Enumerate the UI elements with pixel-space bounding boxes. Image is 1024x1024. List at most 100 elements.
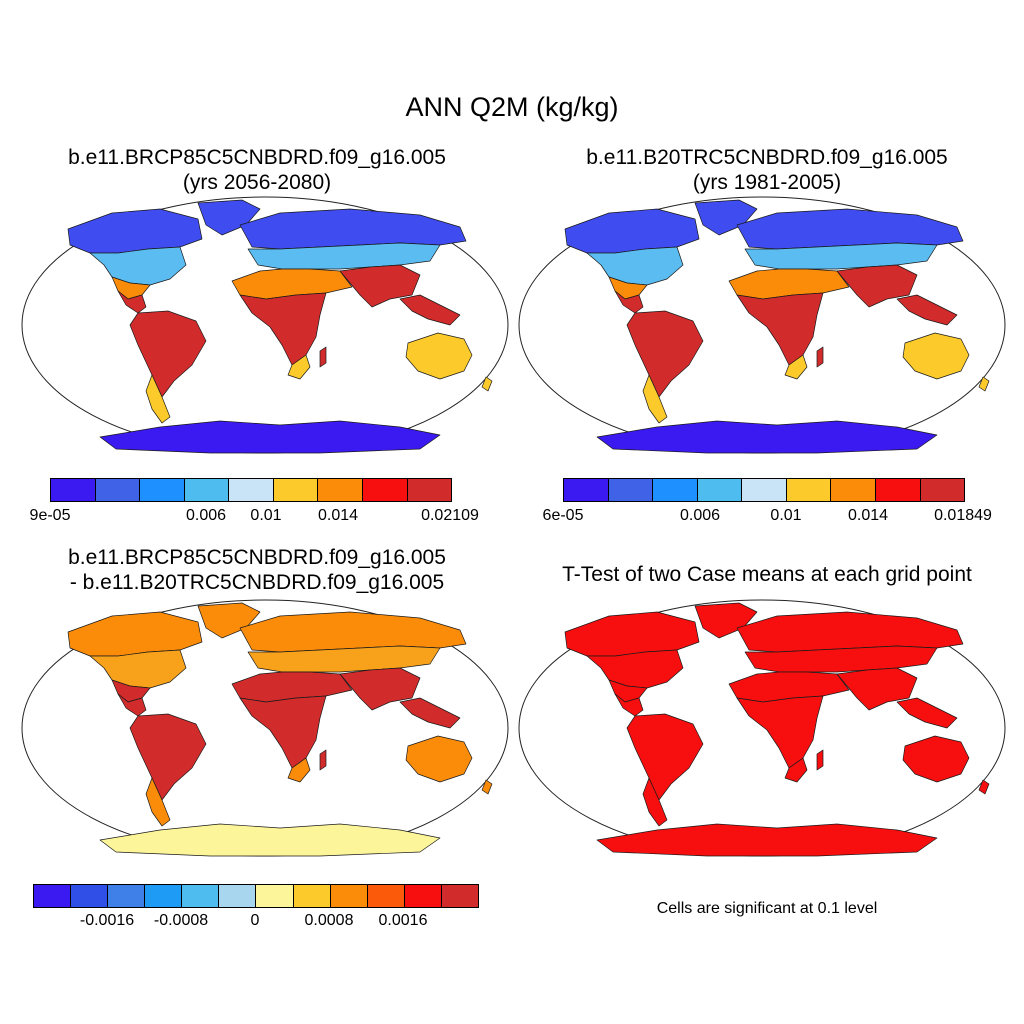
colorbar-box [367,885,405,907]
panel-2-title-line2: (yrs 1981-2005) [692,171,842,194]
colorbar-box [407,479,452,501]
africa-south-landmass [784,354,808,380]
colorbar-box [362,479,408,501]
colorbar-label: 0.01849 [934,507,992,524]
panel-4-title-line1: T-Test of two Case means at each grid po… [562,563,972,586]
colorbar-box [71,885,109,907]
panel-3-colorbar [33,884,479,908]
australia-landmass [405,735,473,783]
south-america-south-landmass [642,777,668,827]
colorbar-box [140,479,185,501]
south-america-landmass [129,310,207,398]
colorbar-box [219,885,257,907]
madagascar-landmass [816,749,824,771]
panel-2-colorbar [563,478,965,502]
panel-1-title-line1: b.e11.BRCP85C5CNBDRD.f09_g16.005 [68,146,446,169]
new-zealand-landmass [481,779,493,795]
colorbar-box [608,479,654,501]
panel-3-title: b.e11.BRCP85C5CNBDRD.f09_g16.005 - b.e11… [27,545,487,595]
central-america-landmass [117,693,147,717]
colorbar-box [182,885,220,907]
panel-1-title: b.e11.BRCP85C5CNBDRD.f09_g16.005 (yrs 20… [27,145,487,195]
colorbar-label: 0.01 [250,507,282,524]
south-america-south-landmass [642,374,668,424]
central-america-landmass [614,693,644,717]
north-america-north-landmass [67,208,203,254]
new-zealand-landmass [481,376,493,392]
colorbar-box [404,885,442,907]
colorbar-label: -0.0016 [79,912,135,929]
south-asia-landmass [339,264,421,308]
north-america-north-landmass [564,208,700,254]
panel-4-significance-note: Cells are significant at 0.1 level [656,900,878,917]
colorbar-box [184,479,230,501]
north-america-mid-landmass [586,649,684,689]
colorbar-box [51,479,96,501]
colorbar-label: 0.014 [847,507,889,524]
panel-4-title: T-Test of two Case means at each grid po… [537,562,997,587]
central-america-landmass [614,290,644,314]
colorbar-label: 0.014 [317,507,359,524]
colorbar-box [229,479,274,501]
colorbar-label: 0.01 [770,507,802,524]
colorbar-box [330,885,368,907]
colorbar-box [256,885,294,907]
colorbar-box [786,479,832,501]
panel-2-map [518,196,1006,454]
north-america-mid-landmass [89,246,187,286]
antarctica-landmass [596,823,938,857]
europe-asia-north-landmass [736,208,964,250]
colorbar-label: -0.0008 [153,912,209,929]
colorbar-box [831,479,876,501]
central-america-landmass [117,290,147,314]
africa-south-landmass [287,354,311,380]
southeast-asia-landmass [896,697,958,729]
colorbar-box [293,885,331,907]
south-america-landmass [129,713,207,801]
antarctica-landmass [596,420,938,454]
antarctica-landmass [99,823,441,857]
north-america-mid-landmass [586,246,684,286]
colorbar-label: 0 [250,912,260,929]
colorbar-box [697,479,743,501]
south-asia-landmass [836,667,918,711]
australia-landmass [405,332,473,380]
colorbar-box [95,479,141,501]
colorbar-box [145,885,183,907]
panel-4-map [518,599,1006,857]
colorbar-box [273,479,319,501]
north-america-mid-landmass [89,649,187,689]
colorbar-label: 0.0008 [304,912,354,929]
south-america-landmass [626,310,704,398]
panel-2-title-line1: b.e11.B20TRC5CNBDRD.f09_g16.005 [586,146,948,169]
colorbar-box [653,479,698,501]
colorbar-label: 0.006 [679,507,721,524]
colorbar-box [34,885,72,907]
africa-landmass [239,292,327,366]
australia-landmass [902,332,970,380]
south-america-landmass [626,713,704,801]
colorbar-label: 0.006 [185,507,227,524]
new-zealand-landmass [978,376,990,392]
africa-south-landmass [287,757,311,783]
colorbar-box [318,479,363,501]
colorbar-label: 9e-05 [29,507,71,524]
colorbar-label: 0.0016 [378,912,428,929]
colorbar-label: 0.02109 [421,507,479,524]
colorbar-box [441,885,478,907]
south-asia-landmass [836,264,918,308]
colorbar-box [564,479,609,501]
panel-1-title-line2: (yrs 2056-2080) [182,171,332,194]
new-zealand-landmass [978,779,990,795]
south-america-south-landmass [145,777,171,827]
europe-asia-north-landmass [736,611,964,653]
southeast-asia-landmass [399,697,461,729]
panel-2-title: b.e11.B20TRC5CNBDRD.f09_g16.005 (yrs 198… [537,145,997,195]
colorbar-box [742,479,787,501]
africa-landmass [736,695,824,769]
colorbar-box [108,885,146,907]
south-asia-landmass [339,667,421,711]
panel-1-colorbar [50,478,452,502]
panel-3-title-line1: b.e11.BRCP85C5CNBDRD.f09_g16.005 [68,546,446,569]
southeast-asia-landmass [896,294,958,326]
